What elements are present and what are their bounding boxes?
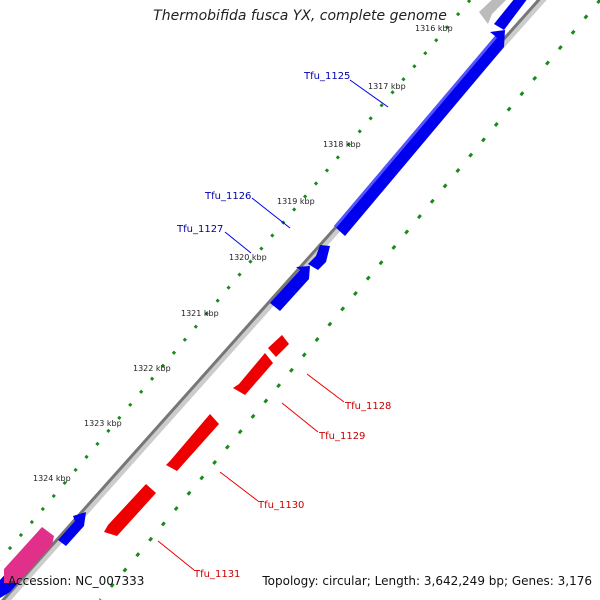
leader-line-Tfu_1131 — [157, 540, 195, 571]
ruler-labels: 1316 kbp 1317 kbp 1318 kbp 1319 kbp 1320… — [33, 24, 453, 483]
ruler-label: 1323 kbp — [84, 419, 122, 428]
genome-summary-text: Topology: circular; Length: 3,642,249 bp… — [262, 574, 592, 588]
gene-continuation-bottom[interactable] — [58, 512, 86, 546]
gene-rna[interactable] — [4, 527, 54, 583]
gene-Tfu_1130[interactable] — [166, 414, 219, 471]
ruler-label: 1324 kbp — [33, 474, 71, 483]
leader-line-Tfu_1128 — [306, 373, 345, 403]
ruler-label: 1317 kbp — [368, 82, 406, 91]
leader-line-Tfu_1127 — [224, 231, 252, 254]
gene-Tfu_1127[interactable] — [270, 266, 310, 311]
gene-label-Tfu_1129[interactable]: Tfu_1129 — [318, 431, 365, 442]
gene-label-Tfu_1125[interactable]: Tfu_1125 — [303, 71, 350, 82]
leader-line-Tfu_1125 — [349, 79, 389, 108]
gene-Tfu_1131[interactable] — [104, 484, 156, 536]
accession-text: Accession: NC_007333 — [8, 574, 145, 588]
map-title: Thermobifida fusca YX, complete genome — [153, 8, 447, 24]
ruler-label: 1318 kbp — [323, 140, 361, 149]
ruler-label: 1316 kbp — [415, 24, 453, 33]
ruler-label: 1319 kbp — [277, 197, 315, 206]
leader-line-Tfu_1129 — [281, 402, 319, 433]
gene-label-Tfu_1130[interactable]: Tfu_1130 — [257, 500, 304, 511]
tick-dots-inner — [98, 0, 600, 600]
ruler-label: 1320 kbp — [229, 253, 267, 262]
ruler-dots-outer — [0, 0, 472, 561]
gene-label-Tfu_1126[interactable]: Tfu_1126 — [204, 191, 251, 202]
gene-label-Tfu_1127[interactable]: Tfu_1127 — [176, 224, 223, 235]
gene-Tfu_1128[interactable] — [268, 335, 289, 357]
gene-label-Tfu_1131[interactable]: Tfu_1131 — [193, 569, 240, 580]
leader-line-Tfu_1126 — [251, 197, 291, 229]
gene-Tfu_1125-shade — [334, 36, 497, 228]
gene-Tfu_1126[interactable] — [308, 245, 330, 270]
gene-continuation-top[interactable] — [494, 0, 528, 30]
gene-label-Tfu_1128[interactable]: Tfu_1128 — [344, 401, 391, 412]
leader-line-Tfu_1130 — [219, 471, 259, 502]
ruler-label: 1322 kbp — [133, 364, 171, 373]
gene-Tfu_1129[interactable] — [233, 353, 273, 395]
gene-feature-grey[interactable] — [479, 0, 510, 24]
gene-Tfu_1125[interactable] — [334, 30, 505, 236]
ruler-label: 1321 kbp — [181, 309, 219, 318]
